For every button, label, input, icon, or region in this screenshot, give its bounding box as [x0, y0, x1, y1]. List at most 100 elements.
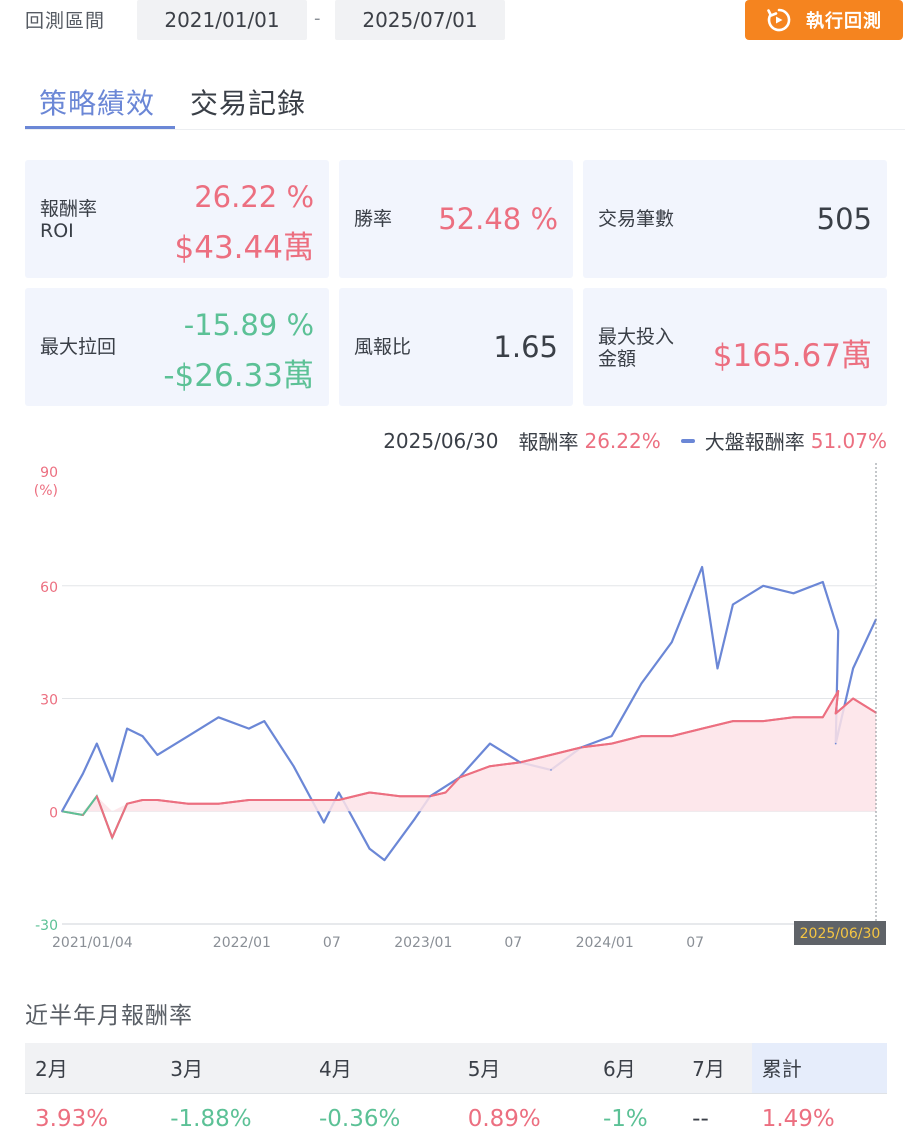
market-point — [640, 682, 643, 685]
strategy-point — [792, 716, 795, 719]
max-drawdown-card: 最大拉回 -15.89 % -$26.33萬 — [25, 288, 329, 406]
strategy-point — [837, 690, 839, 692]
market-point — [671, 641, 673, 643]
market-point — [292, 765, 295, 767]
cursor-date-label: 2025/06/30 — [800, 926, 881, 942]
max-investment-value: $165.67萬 — [712, 338, 872, 374]
market-point — [96, 742, 98, 745]
strategy-point — [732, 720, 734, 722]
market-point — [852, 667, 854, 670]
result-tabs: 策略績效 交易記錄 — [25, 82, 905, 130]
market-point — [834, 742, 837, 745]
refresh-icon — [767, 8, 791, 32]
market-point — [792, 592, 795, 595]
y-tick-label: 0 — [49, 805, 58, 821]
strategy-point — [444, 791, 447, 794]
x-tick-label: 2023/01 — [394, 935, 452, 951]
strategy-point — [671, 735, 673, 737]
strategy-point — [489, 765, 491, 767]
max-drawdown-percent: -15.89 % — [183, 308, 314, 342]
win-rate-card: 勝率 52.48 % — [339, 160, 573, 278]
risk-reward-label: 風報比 — [354, 336, 412, 358]
strategy-point — [126, 802, 128, 805]
strategy-point — [111, 836, 113, 839]
risk-reward-value: 1.65 — [493, 330, 558, 364]
x-tick-label: 07 — [504, 935, 522, 951]
strategy-point — [550, 754, 552, 756]
legend-market-value: 51.07% — [810, 428, 887, 453]
trade-count-label: 交易筆數 — [598, 208, 675, 230]
market-point — [111, 780, 113, 782]
month-header: 7月 — [682, 1043, 752, 1094]
date-separator: - — [314, 8, 321, 29]
roi-percent: 26.22 % — [194, 180, 314, 214]
month-value: -0.36% — [308, 1093, 458, 1145]
month-header: 6月 — [592, 1043, 683, 1094]
run-backtest-button[interactable]: 執行回測 — [745, 0, 903, 40]
strategy-point — [307, 799, 310, 801]
cursor-date-badge — [794, 921, 886, 945]
chart-legend: 2025/06/30 報酬率 26.22% 大盤報酬率 51.07% — [383, 426, 887, 455]
month-header: 2月 — [25, 1043, 161, 1094]
start-date-input[interactable]: 2021/01/01 — [137, 0, 307, 40]
strategy-point — [852, 697, 854, 700]
cumulative-value: 1.49% — [751, 1093, 887, 1145]
strategy-point — [368, 791, 371, 794]
trade-count-card: 交易筆數 505 — [583, 160, 887, 278]
market-point — [429, 795, 432, 797]
market-point — [338, 791, 340, 794]
strategy-point — [141, 799, 144, 801]
strategy-point — [822, 716, 824, 719]
market-point — [383, 859, 386, 861]
market-point — [580, 746, 583, 749]
market-point — [414, 818, 416, 820]
market-point — [323, 821, 325, 824]
range-label: 回測區間 — [25, 10, 106, 32]
legend-date: 2025/06/30 — [383, 428, 499, 453]
win-rate-value: 52.48 % — [438, 202, 558, 236]
strategy-point — [610, 742, 613, 745]
strategy-point — [277, 799, 280, 801]
strategy-point — [156, 799, 159, 801]
monthly-values-row: 3.93% -1.88% -0.36% 0.89% -1% -- 1.49% — [25, 1093, 887, 1145]
legend-market-label: 大盤報酬率 — [704, 430, 805, 454]
market-point — [156, 754, 159, 756]
win-rate-label: 勝率 — [354, 208, 393, 230]
strategy-point — [399, 795, 401, 797]
x-tick-label: 2022/01 — [213, 935, 271, 951]
strategy-point — [82, 814, 84, 816]
tab-strategy-performance[interactable]: 策略績效 — [25, 82, 175, 129]
y-tick-label: 60 — [40, 580, 58, 596]
monthly-header-row: 2月 3月 4月 5月 6月 7月 累計 — [25, 1043, 887, 1094]
strategy-point — [338, 799, 340, 801]
x-tick-label: 07 — [323, 935, 341, 951]
strategy-point — [640, 735, 643, 737]
max-drawdown-label: 最大拉回 — [40, 336, 117, 358]
y-tick-label: 90 — [40, 465, 58, 481]
strategy-return-area — [62, 691, 876, 812]
market-point — [82, 772, 84, 775]
y-unit-label: (%) — [34, 483, 58, 499]
strategy-point — [96, 795, 98, 797]
market-point — [550, 769, 552, 771]
market-point — [217, 716, 220, 719]
legend-strategy-value: 26.22% — [584, 428, 661, 453]
risk-reward-card: 風報比 1.65 — [339, 288, 573, 406]
backtest-range-bar: 回測區間 2021/01/01 - 2025/07/01 執行回測 — [0, 0, 905, 42]
month-value: -1.88% — [160, 1093, 309, 1145]
returns-chart[interactable]: 90 60 30 0 -30 (%) 2021/01/04 2022/01 07 2023/01 0… — [0, 455, 905, 955]
market-point — [762, 585, 764, 587]
market-point — [610, 735, 613, 737]
end-date-input[interactable]: 2025/07/01 — [335, 0, 505, 40]
month-value: 0.89% — [457, 1093, 593, 1145]
strategy-point — [187, 802, 189, 805]
market-point — [716, 667, 719, 670]
y-tick-label: 30 — [40, 693, 58, 709]
month-header: 4月 — [308, 1043, 458, 1094]
market-point — [187, 735, 189, 737]
roi-label: 報酬率 ROI — [40, 198, 98, 242]
tab-trade-records[interactable]: 交易記錄 — [190, 87, 307, 120]
strategy-point — [762, 720, 764, 722]
month-value: -1% — [592, 1093, 683, 1145]
month-header: 3月 — [160, 1043, 309, 1094]
